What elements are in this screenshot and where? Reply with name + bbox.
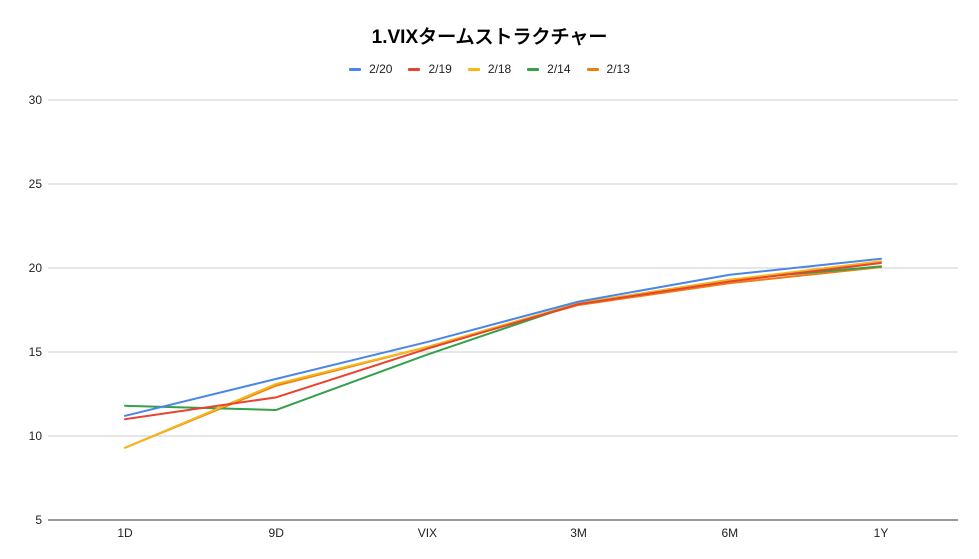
- legend-swatch: [349, 67, 362, 71]
- legend-label: 2/19: [428, 62, 452, 76]
- y-tick-label: 20: [29, 261, 43, 275]
- legend-swatch: [467, 67, 480, 71]
- x-tick-label: 3M: [570, 526, 587, 540]
- grid-layer: [48, 99, 958, 521]
- legend-label: 2/20: [369, 62, 393, 76]
- legend-item: 2/13: [586, 62, 630, 76]
- legend-label: 2/18: [487, 62, 512, 76]
- series-line-2-13: [124, 266, 882, 449]
- legend-swatch: [408, 67, 421, 71]
- y-tick-label: 5: [35, 513, 42, 527]
- x-tick-label: 6M: [721, 526, 738, 540]
- legend: 2/20 2/19 2/18 2/14 2/13: [0, 62, 979, 76]
- legend-item: 2/14: [527, 62, 571, 76]
- axis-layer: 5 10 15 20 25 30 1D 9D VIX 3M 6M 1Y: [29, 93, 889, 540]
- legend-item: 2/18: [467, 62, 512, 76]
- legend-swatch: [527, 67, 540, 71]
- x-tick-label: 1D: [117, 526, 133, 540]
- y-tick-label: 10: [29, 429, 43, 443]
- x-tick-label: VIX: [418, 526, 437, 540]
- y-tick-label: 15: [29, 345, 43, 359]
- legend-item: 2/19: [408, 62, 452, 76]
- chart-title: 1.VIXタームストラクチャー: [371, 27, 608, 48]
- series-line-2-19: [124, 261, 882, 421]
- y-tick-label: 25: [29, 177, 43, 191]
- series-line-2-20: [124, 257, 882, 417]
- x-tick-label: 1Y: [874, 526, 889, 540]
- legend-label: 2/14: [547, 62, 571, 76]
- series-line-2-18: [124, 260, 882, 449]
- legend-label: 2/13: [606, 62, 630, 76]
- legend-swatch: [586, 67, 599, 71]
- series-layer: [124, 257, 882, 449]
- x-tick-label: 9D: [269, 526, 285, 540]
- legend-item: 2/20: [349, 62, 392, 76]
- y-tick-label: 30: [29, 93, 43, 107]
